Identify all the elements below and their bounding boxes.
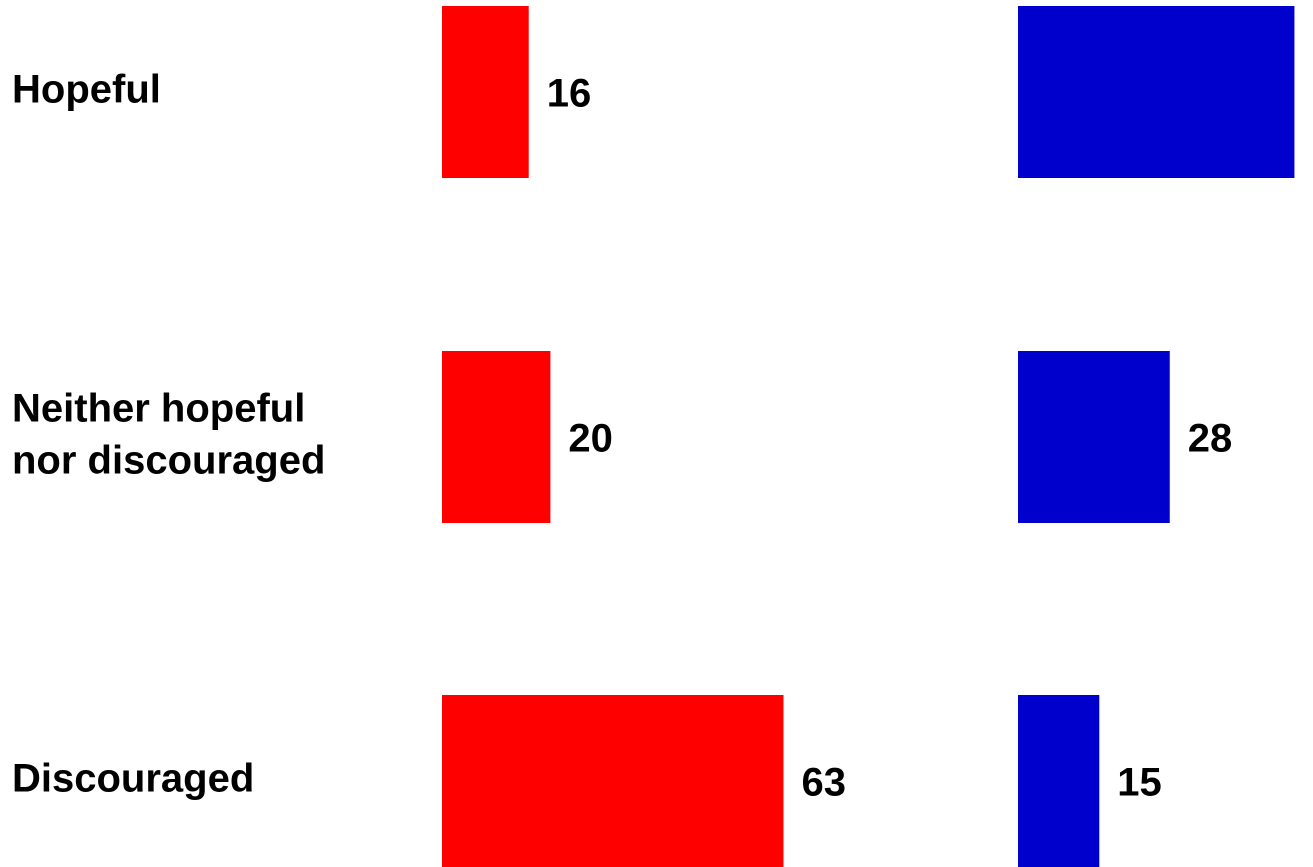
- bar: [1018, 695, 1100, 867]
- category-label: nor discouraged: [12, 439, 325, 483]
- bar: [1018, 6, 1295, 178]
- data-label: 15: [1117, 761, 1162, 805]
- bars: [442, 6, 1295, 867]
- category-label: Hopeful: [12, 68, 161, 112]
- category-label: Discouraged: [12, 757, 254, 801]
- bar: [442, 695, 784, 867]
- data-label: 63: [801, 761, 846, 805]
- category-labels: Hopeful Neither hopeful nor discouraged Dis…: [12, 68, 325, 801]
- data-label: 16: [547, 72, 592, 116]
- bar: [442, 6, 529, 178]
- data-label: 20: [568, 417, 613, 461]
- bar: [1018, 351, 1170, 523]
- bar: [442, 351, 551, 523]
- data-label: 28: [1188, 417, 1233, 461]
- category-label: Neither hopeful: [12, 387, 305, 431]
- value-labels: 162063512815: [547, 72, 1313, 805]
